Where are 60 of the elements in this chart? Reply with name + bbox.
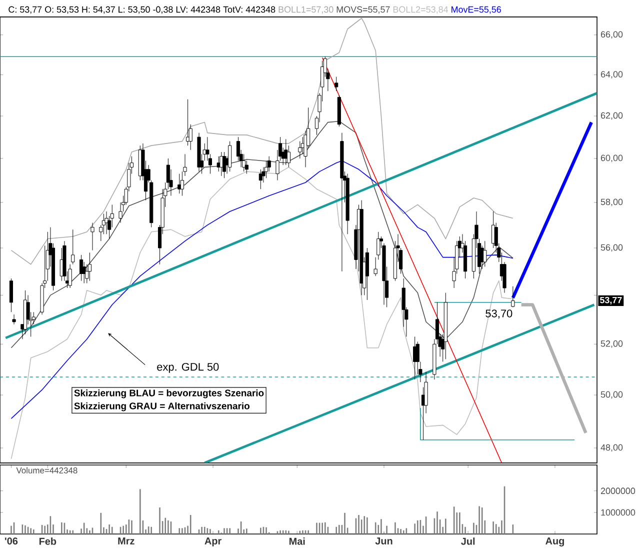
candlestick <box>88 252 92 282</box>
candlestick <box>444 292 448 360</box>
y-tick-label: 62,00 <box>600 112 623 120</box>
text: BOLL2=53,84 <box>393 6 448 14</box>
x-tick-label: Apr <box>204 538 222 546</box>
candlestick <box>108 216 112 240</box>
candlestick <box>102 213 106 234</box>
x-tick-label: Aug <box>546 538 564 546</box>
chart-title: Volume=442348 <box>16 467 78 474</box>
candlestick <box>82 262 86 284</box>
candlestick <box>40 282 44 315</box>
annotation: 53,70 <box>486 310 512 319</box>
y-tick-label: 64,00 <box>600 71 623 79</box>
y-tick-label: 2000000 <box>600 488 636 494</box>
candlestick <box>46 232 50 282</box>
candlestick <box>340 132 344 272</box>
y-tick-label: 58,00 <box>600 198 623 206</box>
candlestick <box>346 174 350 234</box>
x-tick-label: Jun <box>375 538 392 544</box>
candlestick <box>90 222 94 251</box>
y-tick-label: 60,00 <box>600 154 623 162</box>
x-tick-label: Jul <box>461 538 475 545</box>
candlestick <box>480 245 484 270</box>
y-tick-label: 52,00 <box>600 340 623 348</box>
line-series <box>10 160 514 419</box>
y-tick-label: 56,00 <box>600 244 623 252</box>
candlestick <box>110 204 114 228</box>
annotation: exp. GDL 50 <box>157 362 219 373</box>
annotation: 53,77 <box>600 296 622 305</box>
candlestick <box>208 154 212 174</box>
y-tick-label: 48,00 <box>600 444 623 452</box>
annotation: Skizzierung GRAU = Alternativszenario <box>74 402 250 412</box>
candlestick <box>183 154 187 176</box>
text: BOLL1=57,30 <box>278 6 334 14</box>
candlestick <box>463 240 468 279</box>
candlestick <box>118 202 122 224</box>
candlestick <box>262 166 266 183</box>
x-tick-label: Mrz <box>118 538 134 544</box>
line-series <box>10 120 514 348</box>
y-tick-label: 66,00 <box>600 31 623 39</box>
candlestick <box>51 243 56 291</box>
candlestick <box>365 248 369 300</box>
candlestick <box>284 138 288 166</box>
y-tick-label: 50,00 <box>600 391 623 399</box>
candlestick <box>402 278 406 328</box>
x-tick-label: '06 <box>5 538 18 545</box>
x-tick-label: Mai <box>289 538 305 545</box>
x-tick-label: Feb <box>39 538 56 545</box>
candlestick <box>12 314 16 325</box>
y-tick-label: 1000000 <box>601 509 636 516</box>
chart-title: C: 53,77 O: 53,53 H: 54,37 L: 53,50 -0,38 LV: 442348 TotV: 442348 <box>8 6 276 14</box>
line-series <box>10 18 514 265</box>
candlestick <box>424 372 428 414</box>
annotation: Skizzierung BLAU = bevorzugtes Szenario <box>74 389 264 398</box>
candlestick <box>314 116 319 136</box>
candlestick <box>9 278 14 312</box>
candlestick <box>337 94 341 127</box>
text: MovE=55,56 <box>452 6 501 14</box>
text: MOVS=55,57 <box>336 6 390 14</box>
candlestick <box>104 211 108 234</box>
